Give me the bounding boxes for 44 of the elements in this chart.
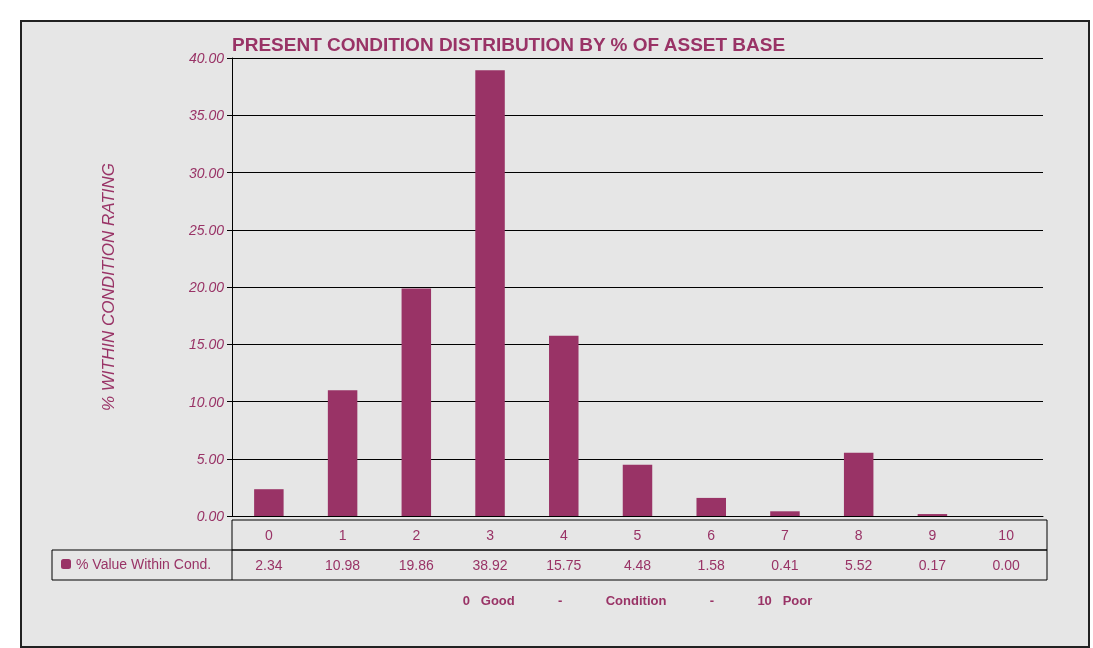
x-tick-label: 4 bbox=[559, 527, 568, 543]
data-label: 5.52 bbox=[845, 557, 873, 573]
y-tick-label: 40.00 bbox=[188, 50, 225, 66]
bar bbox=[327, 390, 358, 516]
data-label: 1.58 bbox=[697, 557, 726, 573]
x-tick-label: 2 bbox=[412, 527, 421, 543]
data-label: 2.34 bbox=[255, 557, 283, 573]
chart-title: PRESENT CONDITION DISTRIBUTION BY % OF ASSET BASE bbox=[232, 34, 786, 55]
bar bbox=[401, 288, 432, 516]
x-tick-label: 1 bbox=[338, 527, 347, 543]
data-label: 0.41 bbox=[771, 557, 799, 573]
bar bbox=[696, 497, 726, 516]
bar bbox=[549, 335, 579, 516]
x-tick-label: 9 bbox=[928, 527, 937, 543]
data-label: 38.92 bbox=[472, 557, 508, 573]
x-tick-label: 8 bbox=[854, 527, 863, 543]
x-tick-label: 7 bbox=[781, 527, 790, 543]
y-tick-label: 5.00 bbox=[196, 450, 225, 467]
y-tick-label: 15.00 bbox=[188, 336, 225, 353]
legend-label: % Value Within Cond. bbox=[76, 556, 212, 572]
y-tick-label: 35.00 bbox=[188, 107, 225, 124]
x-tick-label: 0 bbox=[264, 527, 273, 543]
bar bbox=[475, 70, 505, 516]
y-tick-label: 25.00 bbox=[187, 221, 225, 238]
bar bbox=[843, 452, 874, 516]
data-label: 10.98 bbox=[325, 557, 361, 573]
x-axis-title: 0 Good - Condition - 10 Poor bbox=[462, 593, 813, 608]
bar bbox=[622, 464, 653, 516]
data-label: 19.86 bbox=[398, 557, 435, 573]
x-tick-label: 6 bbox=[707, 527, 716, 543]
x-tick-label: 5 bbox=[633, 527, 642, 543]
bar bbox=[254, 489, 284, 516]
data-label: 0.17 bbox=[918, 557, 947, 573]
y-axis-title: % WITHIN CONDITION RATING bbox=[99, 162, 118, 412]
x-tick-label: 10 bbox=[998, 527, 1015, 543]
data-label: 0.00 bbox=[992, 557, 1020, 573]
y-tick-label: 20.00 bbox=[187, 279, 225, 295]
bar bbox=[770, 511, 800, 516]
y-tick-label: 0.00 bbox=[196, 508, 225, 524]
data-label: 4.48 bbox=[623, 557, 652, 573]
y-tick-label: 10.00 bbox=[188, 393, 225, 410]
data-label: 15.75 bbox=[546, 557, 582, 573]
x-tick-label: 3 bbox=[486, 527, 495, 543]
y-tick-label: 30.00 bbox=[188, 164, 225, 181]
